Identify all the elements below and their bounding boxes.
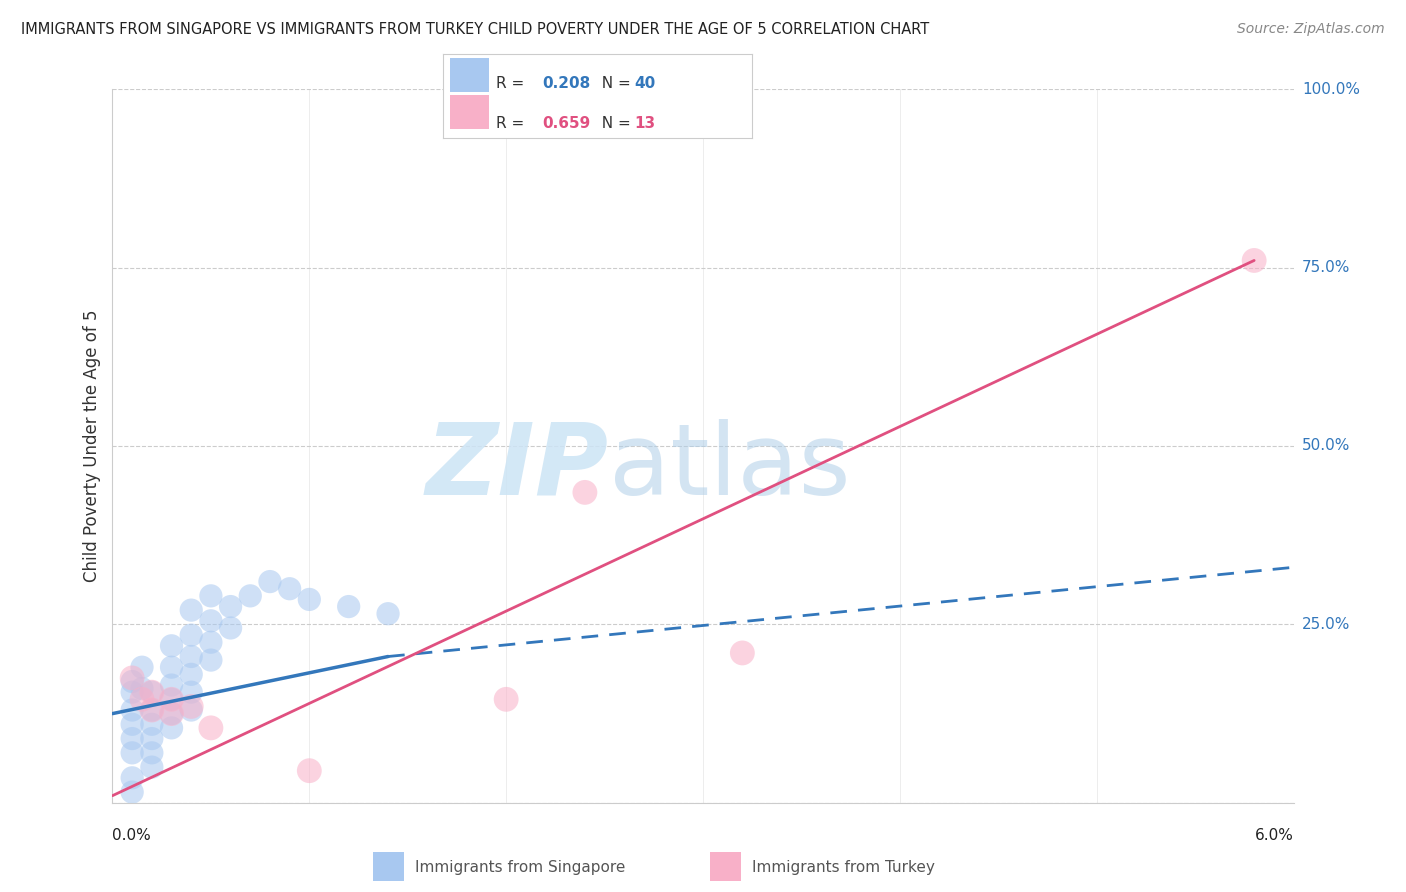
Text: 6.0%: 6.0% [1254,828,1294,843]
Text: atlas: atlas [609,419,851,516]
Point [219,599,242,614]
Point [121,731,143,746]
Text: 50.0%: 50.0% [1302,439,1350,453]
Point [121,785,143,799]
Point [160,639,183,653]
Text: 0.0%: 0.0% [112,828,152,843]
Point [160,692,183,706]
Point [121,674,143,689]
Text: IMMIGRANTS FROM SINGAPORE VS IMMIGRANTS FROM TURKEY CHILD POVERTY UNDER THE AGE : IMMIGRANTS FROM SINGAPORE VS IMMIGRANTS … [21,22,929,37]
Point [219,621,242,635]
Text: R =: R = [496,116,530,131]
Point [180,685,202,699]
Point [259,574,281,589]
Point [121,703,143,717]
Point [377,607,399,621]
Point [121,717,143,731]
Point [160,721,183,735]
Point [278,582,301,596]
Point [200,614,222,628]
Point [200,653,222,667]
Point [160,706,183,721]
Point [131,660,153,674]
Text: Source: ZipAtlas.com: Source: ZipAtlas.com [1237,22,1385,37]
Point [1243,253,1265,268]
Text: N =: N = [592,116,636,131]
Point [495,692,517,706]
Point [160,660,183,674]
Point [141,760,163,774]
Point [141,703,163,717]
Point [180,703,202,717]
Text: N =: N = [592,76,636,91]
Point [121,671,143,685]
Y-axis label: Child Poverty Under the Age of 5: Child Poverty Under the Age of 5 [83,310,101,582]
Point [200,635,222,649]
Point [337,599,360,614]
Point [180,667,202,681]
Point [574,485,596,500]
Point [131,692,153,706]
Text: 40: 40 [634,76,655,91]
Point [298,592,321,607]
Point [180,699,202,714]
Point [160,706,183,721]
Point [141,703,163,717]
Point [180,603,202,617]
Text: 100.0%: 100.0% [1302,82,1360,96]
Point [200,589,222,603]
Point [180,628,202,642]
Point [141,717,163,731]
Point [141,685,163,699]
Point [141,746,163,760]
Point [141,685,163,699]
Point [131,681,153,696]
Point [180,649,202,664]
Text: Immigrants from Singapore: Immigrants from Singapore [415,860,626,874]
Text: 13: 13 [634,116,655,131]
Point [239,589,262,603]
Text: 0.208: 0.208 [543,76,591,91]
Point [298,764,321,778]
Point [731,646,754,660]
Point [141,731,163,746]
Text: ZIP: ZIP [426,419,609,516]
Text: 25.0%: 25.0% [1302,617,1350,632]
Point [121,685,143,699]
Text: R =: R = [496,76,530,91]
Point [160,692,183,706]
Text: 0.659: 0.659 [543,116,591,131]
Point [160,678,183,692]
Point [121,746,143,760]
Text: 75.0%: 75.0% [1302,260,1350,275]
Point [200,721,222,735]
Point [121,771,143,785]
Text: Immigrants from Turkey: Immigrants from Turkey [752,860,935,874]
